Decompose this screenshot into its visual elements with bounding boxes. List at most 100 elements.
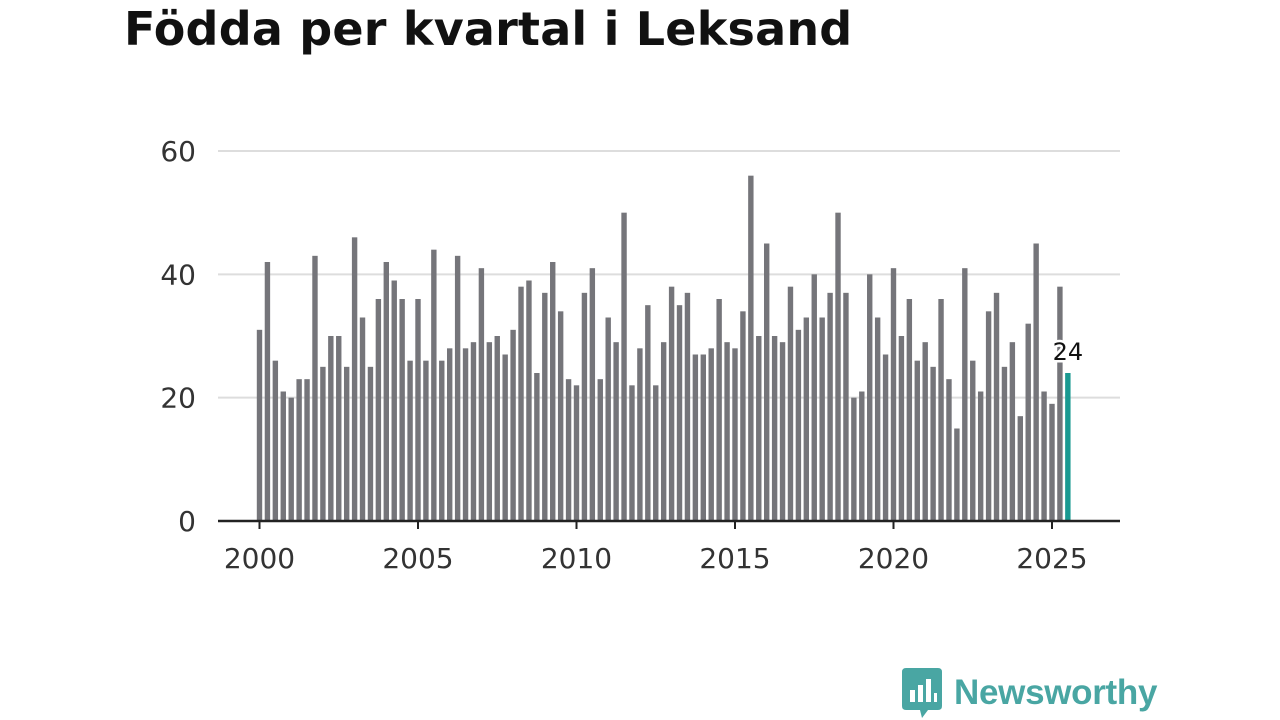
bar (597, 379, 603, 521)
bar (882, 354, 889, 521)
bar (542, 292, 548, 521)
bar (922, 342, 928, 521)
bar (962, 268, 968, 521)
bar (835, 212, 841, 522)
bar (454, 255, 461, 521)
bar (367, 366, 374, 521)
bar (629, 385, 635, 521)
bar (478, 268, 485, 521)
bar (1025, 323, 1031, 521)
bar (692, 354, 699, 521)
bar (510, 329, 516, 521)
bar (977, 391, 984, 521)
newsworthy-logo: Newsworthy (902, 668, 1157, 718)
bar (312, 255, 318, 521)
bar (859, 391, 865, 521)
bar (724, 342, 730, 521)
bar (375, 299, 382, 521)
x-tick-label: 2000 (224, 542, 295, 575)
x-tick-label: 2010 (541, 542, 612, 575)
bar (811, 274, 817, 521)
bar (795, 329, 802, 521)
bar (764, 243, 770, 521)
bar (573, 385, 580, 521)
x-tick-label: 2005 (382, 542, 453, 575)
y-tick-label: 40 (160, 258, 196, 291)
bar (423, 360, 429, 521)
bar (716, 299, 722, 521)
bar (1001, 366, 1008, 521)
bar (399, 299, 405, 521)
x-tick-label: 2015 (699, 542, 770, 575)
bar (359, 317, 366, 521)
bar (526, 280, 532, 521)
bar (256, 329, 263, 521)
bar (779, 342, 786, 521)
bar-chart: 0 20 40 60 2000 2005 2010 2015 2020 2025 24 (160, 135, 1120, 575)
bar (843, 292, 849, 521)
bar (328, 336, 334, 521)
bar (787, 286, 794, 521)
bar (550, 262, 556, 521)
bar (320, 366, 326, 521)
bar (756, 336, 762, 521)
bar (874, 317, 881, 521)
bar (431, 249, 437, 522)
bar (851, 397, 857, 521)
bars (256, 175, 1071, 522)
bar (748, 175, 754, 522)
bar (970, 360, 976, 521)
bar (1057, 286, 1063, 521)
bar (272, 360, 279, 521)
bar (439, 360, 445, 521)
bar (732, 348, 738, 521)
bar (605, 317, 611, 521)
bar (906, 299, 913, 521)
y-tick-label: 0 (178, 505, 196, 538)
bar (280, 391, 286, 521)
bar (660, 342, 667, 521)
bar (938, 299, 944, 521)
bar (993, 292, 1000, 521)
x-tick-label: 2025 (1016, 542, 1087, 575)
bar (637, 348, 643, 521)
y-tick-label: 20 (160, 382, 196, 415)
bar (946, 379, 952, 521)
bar (486, 342, 493, 521)
bar (288, 397, 294, 521)
bar (1017, 416, 1023, 521)
bar (653, 385, 659, 521)
bar (890, 268, 897, 521)
bar (557, 311, 564, 521)
bar-highlight (1065, 373, 1071, 521)
bar (954, 428, 960, 521)
x-tick-label: 2020 (858, 542, 929, 575)
bar (462, 348, 469, 521)
bar (415, 299, 421, 521)
bar (565, 379, 572, 521)
bar (447, 348, 453, 521)
bar (898, 336, 905, 521)
y-tick-label: 60 (160, 135, 196, 168)
bar (708, 348, 714, 521)
bar (383, 262, 389, 521)
bar (645, 305, 651, 521)
bar (613, 342, 619, 521)
bar (264, 262, 271, 521)
bar (296, 379, 302, 521)
bar (771, 336, 778, 521)
bar (470, 342, 477, 521)
bar (494, 336, 500, 521)
bar (1049, 403, 1055, 521)
bar (827, 292, 833, 521)
bar (343, 366, 350, 521)
bar (985, 311, 992, 521)
page-title: Födda per kvartal i Leksand (124, 2, 853, 56)
bar (684, 292, 691, 521)
bar (819, 317, 825, 521)
x-axis-ticks: 2000 2005 2010 2015 2020 2025 (224, 521, 1088, 575)
bar (914, 360, 920, 521)
bar (351, 237, 358, 521)
bar (803, 317, 810, 521)
bar (407, 360, 413, 521)
